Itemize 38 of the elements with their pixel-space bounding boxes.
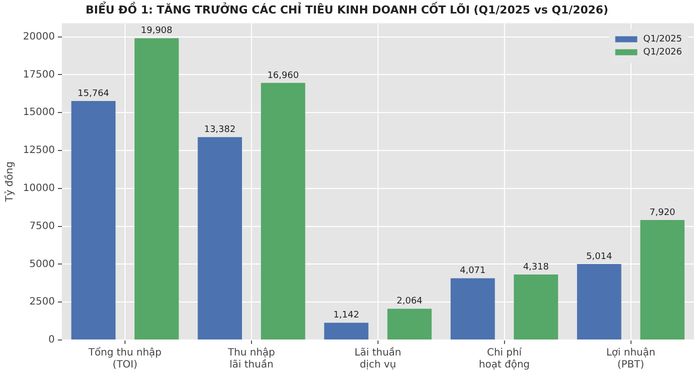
data-label: 4,071 (460, 266, 486, 276)
bar (71, 101, 116, 340)
x-tick-label: Thu nhập lãi thuần (226, 348, 276, 371)
data-label: 7,920 (650, 208, 676, 218)
y-tick-label: 15000 (23, 107, 55, 118)
y-tick-label: 12500 (23, 145, 55, 156)
data-label: 16,960 (267, 70, 300, 81)
bar (640, 220, 685, 340)
x-tick-label: Lợi nhuận (PBT) (606, 348, 656, 371)
x-tick-label: Lãi thuần dịch vụ (354, 346, 402, 371)
x-tick-label: Tổng thu nhập (TOI) (88, 346, 162, 371)
y-tick-label: 5000 (29, 258, 55, 270)
chart-title: BIỂU ĐỒ 1: TĂNG TRƯỞNG CÁC CHỈ TIÊU KINH DOANH CỐT LÕI (Q1/2025 vs Q1/2026) (86, 0, 608, 16)
y-tick-label: 0 (48, 334, 55, 346)
y-tick-label: 20000 (23, 31, 55, 42)
legend-label: Q1/2026 (643, 48, 682, 58)
data-label: 19,908 (140, 26, 173, 36)
data-label: 15,764 (78, 88, 110, 99)
y-tick-label: 17500 (23, 69, 55, 80)
y-tick-label: 2500 (29, 296, 55, 308)
y-axis-title: Tỷ đồng (4, 161, 16, 203)
bar (577, 264, 622, 340)
bar (324, 322, 368, 340)
bar (134, 38, 179, 340)
bar (198, 137, 242, 340)
bar (514, 274, 558, 340)
legend-label: Q1/2025 (643, 34, 682, 45)
data-label: 5,014 (586, 252, 612, 262)
bar (450, 278, 495, 340)
y-tick-label: 7500 (29, 220, 55, 232)
data-label: 1,142 (333, 310, 360, 321)
data-label: 13,382 (204, 125, 236, 135)
bar (260, 82, 306, 340)
data-label: 4,318 (523, 262, 550, 272)
bar (387, 308, 432, 340)
y-tick-label: 10000 (23, 183, 55, 194)
data-label: 2,064 (396, 296, 423, 307)
x-tick-label: Chi phí hoạt động (478, 348, 530, 371)
